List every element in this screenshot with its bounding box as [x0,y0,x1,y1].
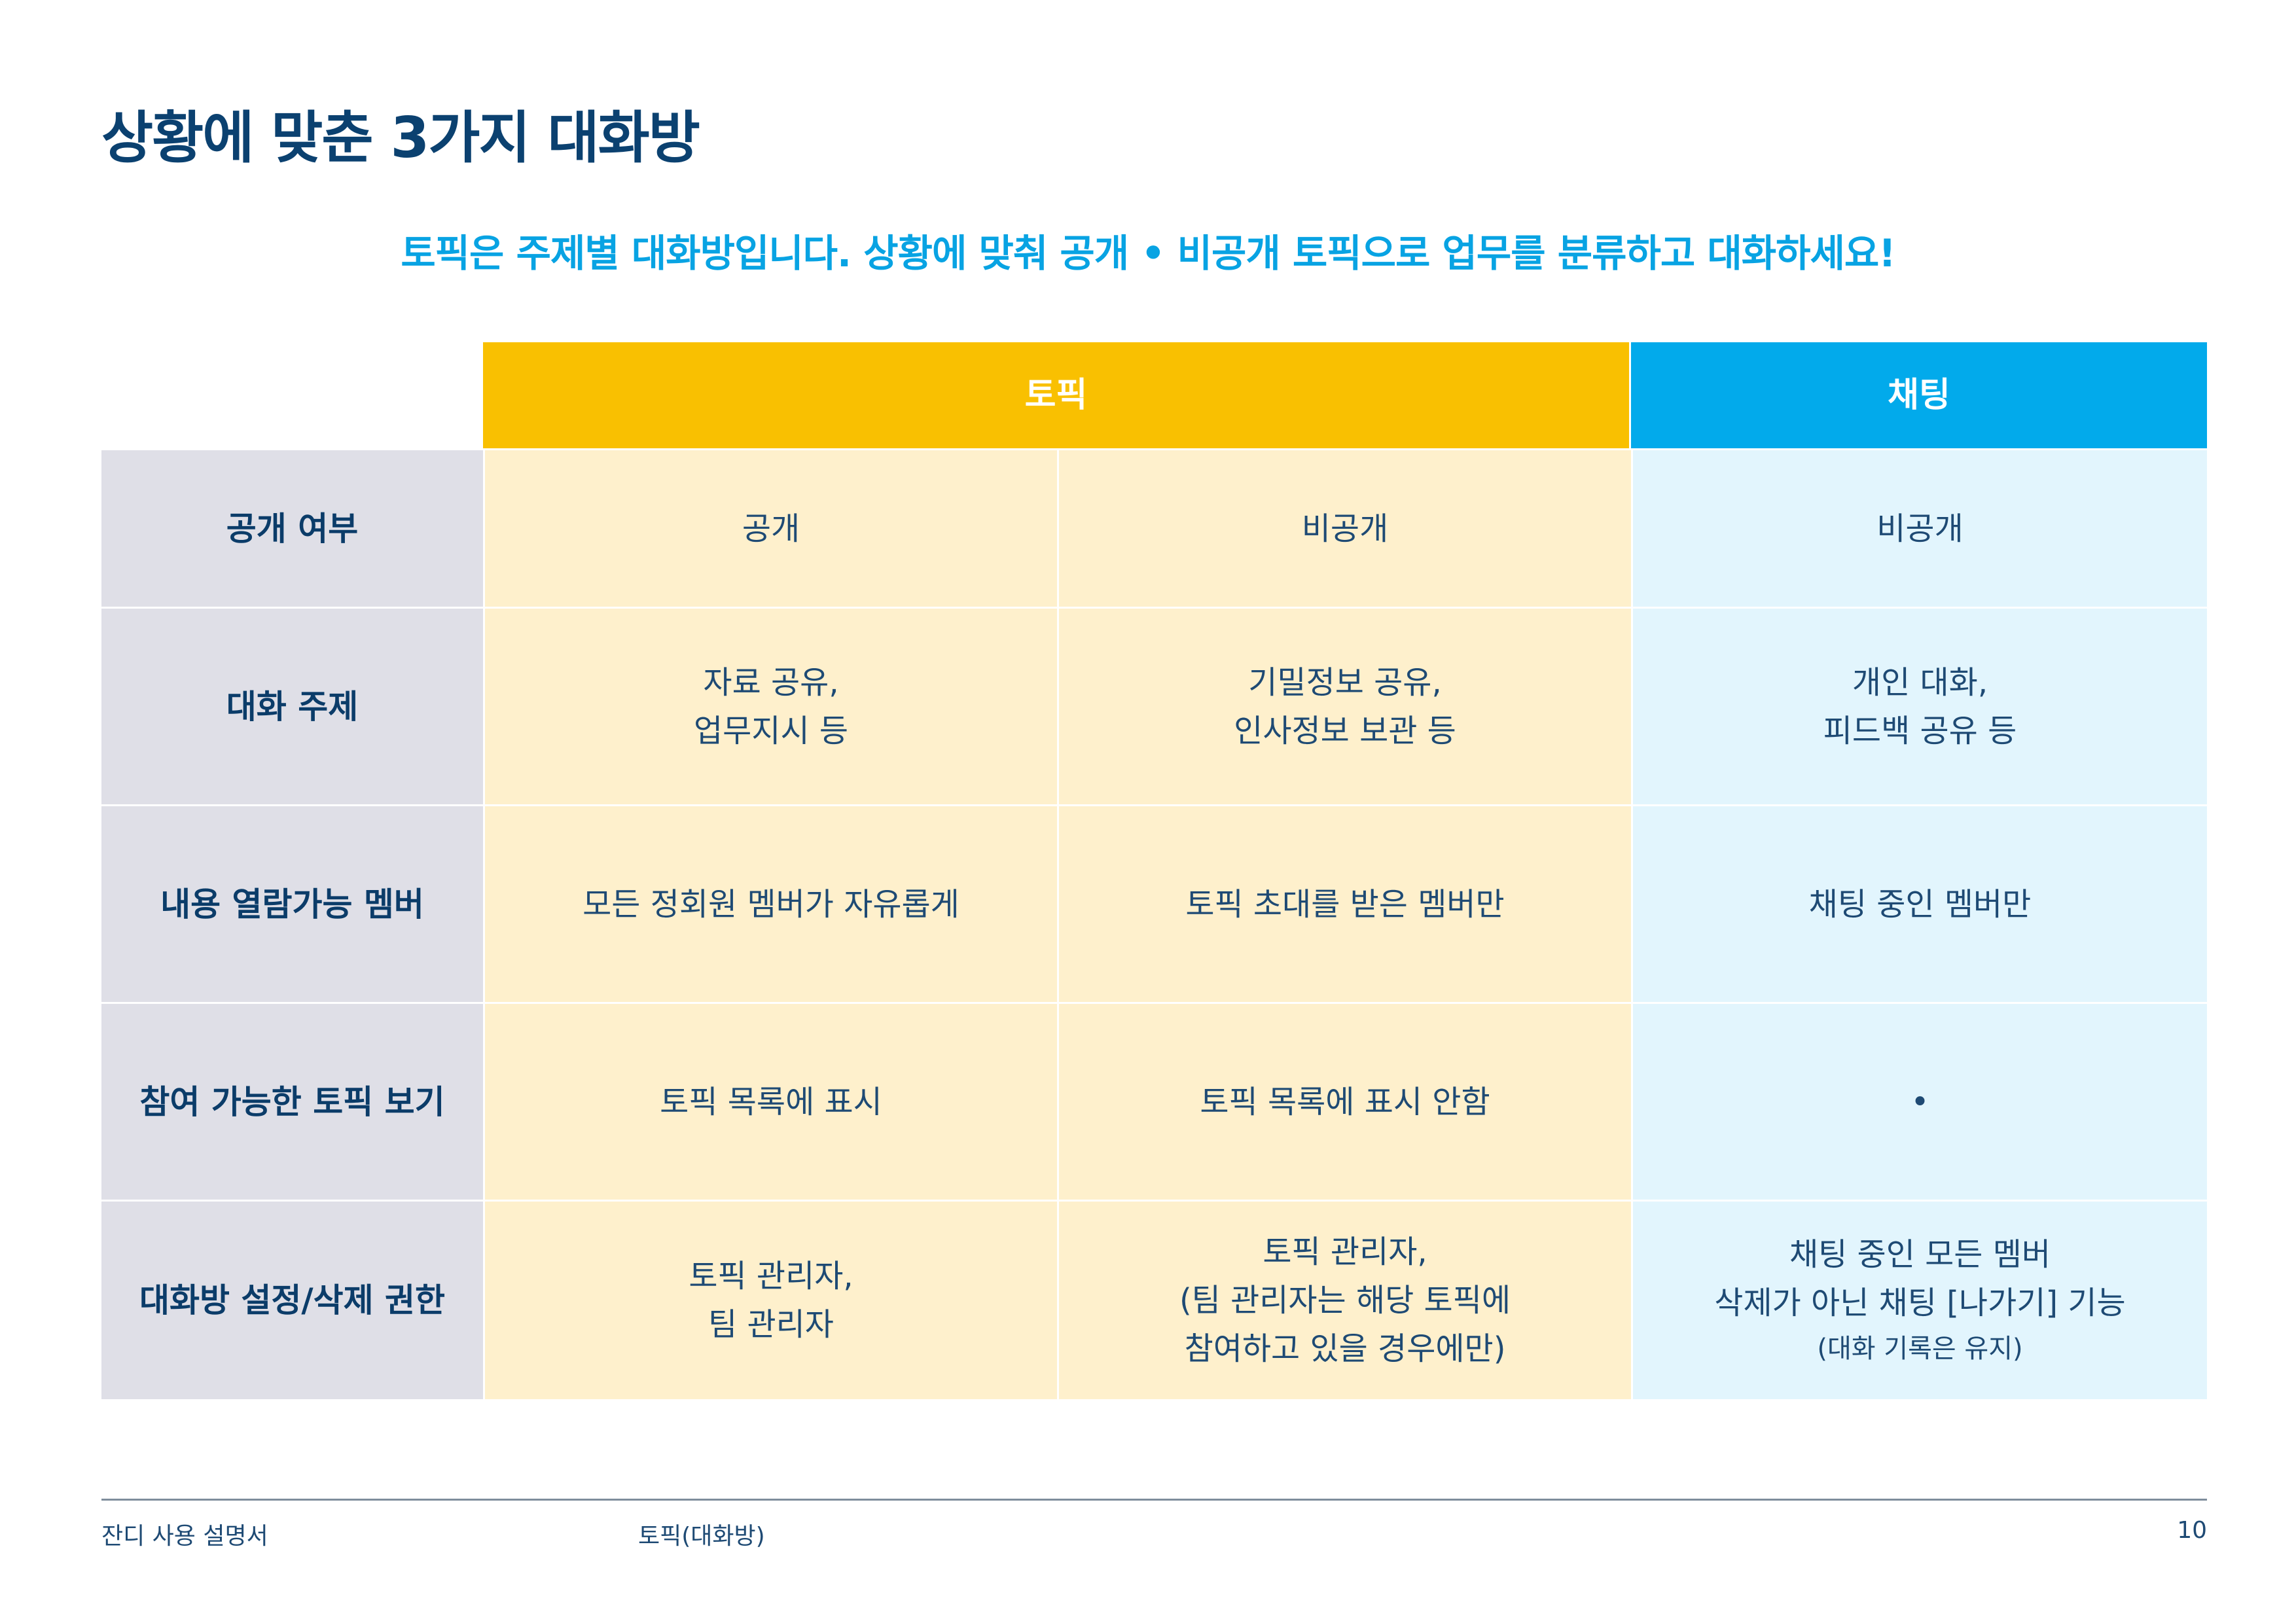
cell-line: • [1910,1083,1929,1120]
cell-private-topic: 기밀정보 공유, 인사정보 보관 등 [1057,607,1631,804]
header-chat: 채팅 [1631,342,2207,448]
cell-line: 토픽 목록에 표시 [660,1083,882,1120]
cell-line: (팀 관리자는 해당 토픽에 [1179,1282,1511,1319]
comparison-table: 토픽 채팅 공개 여부 공개 비공개 비공개 대화 주제 자료 공유, 업무지시… [101,342,2207,1399]
cell-line: 비공개 [1876,510,1964,547]
cell-line: 개인 대화, [1852,664,1988,701]
cell-line: 채팅 중인 모든 멤버 [1789,1236,2051,1273]
cell-private-topic: 토픽 관리자, (팀 관리자는 해당 토픽에 참여하고 있을 경우에만) [1057,1200,1631,1399]
cell-chat: 채팅 중인 모든 멤버 삭제가 아닌 채팅 [나가기] 기능 (대화 기록은 유… [1631,1200,2207,1399]
footer-section: 토픽(대화방) [638,1523,765,1550]
cell-public-topic: 공개 [483,448,1057,607]
cell-line: 팀 관리자 [708,1306,834,1343]
cell-line: 토픽 목록에 표시 안함 [1200,1083,1490,1120]
cell-line: 업무지시 등 [693,712,849,749]
cell-line: 피드백 공유 등 [1823,712,2017,749]
cell-private-topic: 토픽 초대를 받은 멤버만 [1057,804,1631,1002]
cell-line: 토픽 관리자, [1263,1234,1427,1270]
page-subtitle: 토픽은 주제별 대화방입니다. 상황에 맞춰 공개 • 비공개 토픽으로 업무를… [401,231,1895,276]
footer-doc-name: 잔디 사용 설명서 [101,1523,268,1550]
footer-divider [101,1499,2207,1501]
page-title: 상황에 맞춘 3가지 대화방 [101,105,700,171]
cell-line: 공개 [742,510,800,547]
cell-chat: 비공개 [1631,448,2207,607]
cell-public-topic: 토픽 관리자, 팀 관리자 [483,1200,1057,1399]
cell-line: 참여하고 있을 경우에만) [1184,1330,1506,1367]
header-topic: 토픽 [483,342,1631,448]
cell-line: 토픽 초대를 받은 멤버만 [1185,885,1505,923]
cell-line: 기밀정보 공유, [1248,664,1442,701]
cell-chat: • [1631,1002,2207,1200]
row-label: 참여 가능한 토픽 보기 [101,1002,483,1200]
cell-line: 자료 공유, [703,664,839,701]
cell-line: 토픽 관리자, [689,1258,853,1294]
cell-private-topic: 토픽 목록에 표시 안함 [1057,1002,1631,1200]
cell-note: (대화 기록은 유지) [1817,1334,2023,1364]
cell-chat: 채팅 중인 멤버만 [1631,804,2207,1002]
cell-line: 모든 정회원 멤버가 자유롭게 [583,885,960,923]
cell-public-topic: 모든 정회원 멤버가 자유롭게 [483,804,1057,1002]
row-label: 대화 주제 [101,607,483,804]
row-label: 내용 열람가능 멤버 [101,804,483,1002]
cell-line: 삭제가 아닌 채팅 [나가기] 기능 [1714,1285,2126,1321]
table-corner [101,342,483,448]
cell-public-topic: 토픽 목록에 표시 [483,1002,1057,1200]
cell-line: 채팅 중인 멤버만 [1808,885,2032,923]
cell-chat: 개인 대화, 피드백 공유 등 [1631,607,2207,804]
footer-page-number: 10 [2177,1517,2207,1544]
cell-private-topic: 비공개 [1057,448,1631,607]
row-label: 공개 여부 [101,448,483,607]
row-label: 대화방 설정/삭제 권한 [101,1200,483,1399]
cell-public-topic: 자료 공유, 업무지시 등 [483,607,1057,804]
cell-line: 비공개 [1301,510,1389,547]
cell-line: 인사정보 보관 등 [1234,712,1456,749]
